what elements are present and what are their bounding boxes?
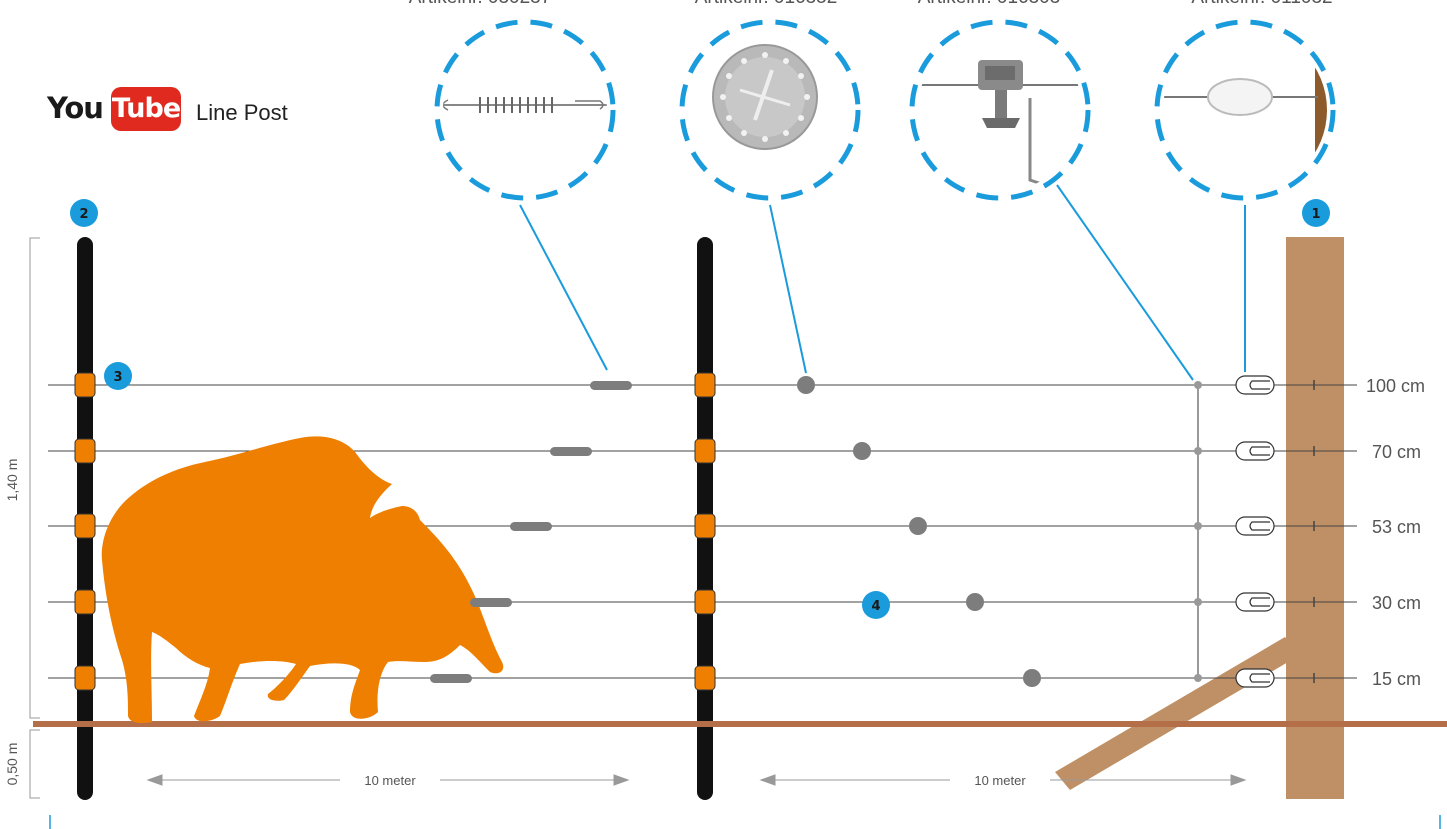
corner-post (1286, 237, 1344, 799)
wire-height-labels: 100 cm 70 cm 53 cm 30 cm 15 cm (1366, 376, 1425, 689)
post-insulator (694, 513, 716, 539)
tensioner (430, 674, 472, 683)
badge-1[interactable]: 1 (1302, 199, 1330, 227)
youtube-logo-tube: Tube (111, 87, 181, 131)
height-dimension (29, 237, 40, 799)
post-insulator (74, 513, 96, 539)
wire-tensioner-icon (443, 97, 607, 113)
youtube-logo-you: You (47, 91, 104, 125)
product-circle[interactable] (434, 19, 616, 201)
disc-markers (797, 376, 1041, 687)
article-number: Artikelnr. 030237 (409, 0, 552, 8)
svg-text:1: 1 (1311, 207, 1320, 222)
article-number: Artikelnr. 016303 (918, 0, 1061, 8)
wire-connector-clamp-icon (918, 60, 1082, 192)
badge-3[interactable]: 3 (104, 362, 132, 390)
post-insulator (74, 372, 96, 398)
post-insulators (74, 372, 716, 691)
disc-marker (797, 376, 815, 394)
post-insulator (694, 665, 716, 691)
brand-caption: Line Post (196, 100, 288, 125)
article-number: Artikelnr. 016352 (695, 0, 838, 8)
span-arrow-right (759, 774, 1247, 786)
diagonal-brace (1055, 637, 1300, 790)
span-label: 10 meter (974, 773, 1026, 788)
tensioner (470, 598, 512, 607)
span-label: 10 meter (364, 773, 416, 788)
wire-height-label: 30 cm (1372, 593, 1421, 613)
disc-marker (1023, 669, 1041, 687)
post-insulator (694, 372, 716, 398)
svg-text:3: 3 (113, 370, 122, 385)
svg-text:4: 4 (871, 599, 880, 614)
disc-marker (909, 517, 927, 535)
height-label-below: 0,50 m (4, 743, 20, 786)
disc-marker (966, 593, 984, 611)
wire-height-label: 70 cm (1372, 442, 1421, 462)
tensioners (430, 381, 632, 683)
ground-line (33, 721, 1447, 727)
product-circle[interactable] (909, 19, 1091, 201)
badge-4[interactable]: 4 (862, 591, 890, 619)
wild-boar-silhouette (101, 436, 504, 724)
tensioner (510, 522, 552, 531)
post-insulator (694, 589, 716, 615)
svg-text:2: 2 (79, 207, 88, 222)
corner-insulator-icon (1163, 55, 1327, 165)
cable-junctions (1194, 381, 1202, 682)
wire-height-label: 53 cm (1372, 517, 1421, 537)
product-circle[interactable] (679, 19, 861, 201)
span-arrow-left (146, 774, 630, 786)
corner-insulators (1235, 375, 1275, 688)
height-label-above: 1,40 m (4, 459, 20, 502)
article-number: Artikelnr. 011032 (1191, 0, 1332, 8)
post-insulator (74, 589, 96, 615)
tensioner (590, 381, 632, 390)
tensioner (550, 447, 592, 456)
post-insulator (694, 438, 716, 464)
product-circle[interactable] (1154, 19, 1345, 201)
leader-lines (519, 184, 1246, 381)
wire-height-label: 15 cm (1372, 669, 1421, 689)
disc-insulator-icon (712, 44, 818, 150)
post-insulator (74, 665, 96, 691)
disc-marker (853, 442, 871, 460)
post-insulator (74, 438, 96, 464)
wire-height-label: 100 cm (1366, 376, 1425, 396)
badge-2[interactable]: 2 (70, 199, 98, 227)
